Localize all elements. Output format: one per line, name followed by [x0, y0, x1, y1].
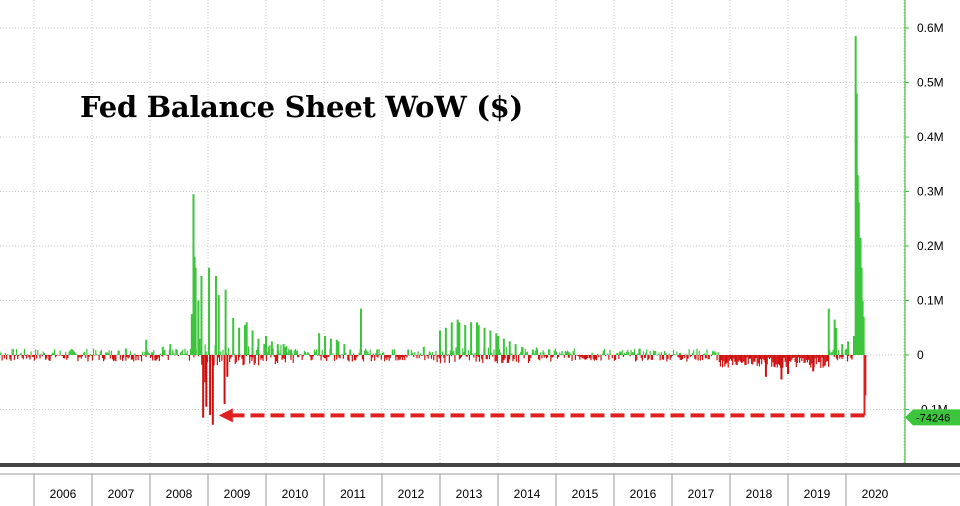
annotation-arrowhead — [218, 408, 233, 423]
last-value-label: -74246 — [916, 412, 950, 424]
y-tick-label: 0.2M — [917, 239, 944, 253]
x-tick-label: 2016 — [630, 487, 657, 501]
y-tick-label: 0 — [917, 348, 924, 362]
x-tick-label: 2018 — [746, 487, 773, 501]
x-tick-label: 2012 — [398, 487, 425, 501]
x-axis-strip — [0, 463, 960, 467]
x-tick-label: 2009 — [224, 487, 251, 501]
y-tick-label: 0.5M — [917, 76, 944, 90]
y-tick-label: 0.4M — [917, 130, 944, 144]
last-value-box — [905, 409, 960, 426]
x-tick-label: 2008 — [166, 487, 193, 501]
x-tick-label: 2010 — [282, 487, 309, 501]
x-tick-label: 2013 — [456, 487, 483, 501]
y-tick-label: 0.3M — [917, 185, 944, 199]
x-tick-label: 2011 — [340, 487, 366, 501]
x-tick-label: 2020 — [862, 487, 889, 501]
x-tick-label: 2015 — [572, 487, 599, 501]
x-tick-label: 2007 — [108, 487, 135, 501]
x-tick-label: 2019 — [804, 487, 831, 501]
y-tick-label: 0.6M — [917, 21, 944, 35]
x-tick-label: 2006 — [50, 487, 77, 501]
y-tick-label: 0.1M — [917, 294, 944, 308]
x-tick-label: 2014 — [514, 487, 541, 501]
chart-title: Fed Balance Sheet WoW ($) — [80, 90, 523, 124]
x-tick-label: 2017 — [688, 487, 715, 501]
